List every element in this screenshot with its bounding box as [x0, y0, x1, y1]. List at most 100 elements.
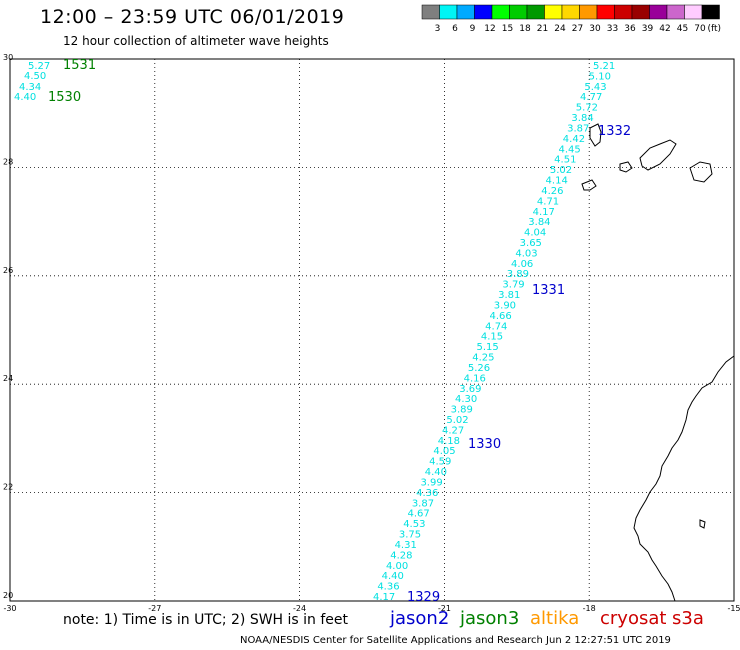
- wave-height-value: 4.50: [24, 71, 46, 82]
- wave-height-value: 4.40: [382, 571, 404, 582]
- wave-height-value: 4.42: [563, 134, 585, 145]
- wave-height-value: 5.27: [28, 61, 50, 72]
- legend-tick-label: 21: [537, 24, 548, 34]
- wave-height-value: 3.99: [420, 477, 442, 488]
- satellite-name: jason3: [460, 608, 520, 629]
- lat-tick-label: 26: [3, 266, 13, 275]
- pass-time-label: 1331: [532, 283, 565, 298]
- pass-time-label: 1330: [468, 437, 501, 452]
- legend-swatch: [614, 4, 633, 20]
- wave-height-value: 4.03: [515, 248, 537, 259]
- pass-time-label: 1332: [598, 124, 631, 139]
- lat-tick-label: 20: [3, 591, 13, 600]
- wave-height-value: 4.51: [554, 155, 576, 166]
- legend-unit: (ft): [708, 24, 722, 34]
- wave-height-value: 4.14: [546, 176, 568, 187]
- wave-height-value: 5.26: [468, 363, 490, 374]
- wave-height-value: 4.30: [455, 394, 477, 405]
- wave-height-value: 4.59: [429, 457, 451, 468]
- time-labels: 1531 1530 1332 1331 1330 1329: [48, 58, 631, 605]
- wave-height-value: 4.40: [14, 92, 36, 103]
- legend-tick-label: 12: [484, 24, 495, 34]
- wave-height-value: 4.31: [395, 540, 417, 551]
- wave-height-value: 4.40: [425, 467, 447, 478]
- wave-height-value: 3.84: [571, 113, 593, 124]
- lat-tick-label: 28: [3, 157, 13, 166]
- legend-tick-label: 24: [554, 24, 566, 34]
- wave-height-value: 4.77: [580, 92, 602, 103]
- legend-swatch: [544, 4, 563, 20]
- wave-height-value: 3.84: [528, 217, 550, 228]
- map-frame: [9, 58, 735, 602]
- wave-height-value: 3.87: [412, 498, 434, 509]
- legend-tick-label: 9: [470, 24, 476, 34]
- wave-height-value: 3.87: [567, 123, 589, 134]
- footer-note: note: 1) Time is in UTC; 2) SWH is in fe…: [63, 612, 349, 628]
- wave-height-value: 5.21: [593, 61, 615, 72]
- legend-swatch: [596, 4, 615, 20]
- wave-height-value: 5.02: [446, 415, 468, 426]
- legend-swatch: [701, 4, 720, 20]
- lat-tick-label: 30: [3, 53, 13, 62]
- graticule: -30 -27 -24 -21 -18 -15 20 22 24 26 28 30: [3, 53, 740, 613]
- wave-height-value: 4.18: [438, 436, 460, 447]
- legend-tick-label: 3: [435, 24, 441, 34]
- wave-height-value: 4.04: [524, 228, 546, 239]
- canary-island-gomera: [619, 161, 633, 173]
- wave-height-value: 4.67: [408, 509, 430, 520]
- canary-island-lapalma: [589, 123, 602, 147]
- lat-tick-label: 24: [3, 374, 13, 383]
- wave-height-value: 5.72: [576, 103, 598, 114]
- lon-tick-label: -24: [293, 604, 306, 613]
- wave-height-value: 4.36: [416, 488, 438, 499]
- legend-swatch: [649, 4, 668, 20]
- legend-swatch: [666, 4, 685, 20]
- legend-swatch: [439, 4, 458, 20]
- coastline: [581, 123, 735, 602]
- legend-tick-label: 27: [572, 24, 583, 34]
- wave-height-value: 3.89: [451, 405, 473, 416]
- wave-height-value: 5.10: [589, 71, 611, 82]
- lon-tick-label: -15: [727, 604, 740, 613]
- canary-island-grancanaria: [689, 161, 713, 183]
- wave-height-value: 4.28: [390, 550, 412, 561]
- jason-track: 5.215.105.434.775.723.843.874.424.454.51…: [14, 61, 615, 603]
- legend-swatch: [456, 4, 475, 20]
- wave-height-value: 5.43: [584, 82, 606, 93]
- legend-swatch: [509, 4, 528, 20]
- legend-swatch: [631, 4, 650, 20]
- satellite-name: cryosat: [600, 608, 667, 629]
- wave-height-value: 4.26: [541, 186, 563, 197]
- wave-height-value: 4.17: [533, 207, 555, 218]
- lon-tick-label: -30: [3, 604, 16, 613]
- wave-height-value: 4.05: [433, 446, 455, 457]
- wave-height-value: 4.15: [481, 332, 503, 343]
- map-subtitle: 12 hour collection of altimeter wave hei…: [63, 34, 329, 48]
- legend-tick-label: 45: [677, 24, 688, 34]
- satellite-name: altika: [530, 608, 580, 629]
- legend-swatch: [579, 4, 598, 20]
- pass-time-label: 1530: [48, 90, 81, 105]
- wave-height-value: 4.53: [403, 519, 425, 530]
- wave-height-value: 4.16: [464, 373, 486, 384]
- legend-tick-label: 30: [589, 24, 601, 34]
- wave-height-value: 3.90: [494, 300, 516, 311]
- wave-height-value: 4.25: [472, 353, 494, 364]
- africa-coastline: [633, 355, 735, 602]
- wave-height-value: 4.74: [485, 321, 507, 332]
- wave-height-value: 3.89: [507, 269, 529, 280]
- canary-island-hierro: [581, 179, 597, 191]
- wave-height-value: 4.34: [19, 82, 41, 93]
- map-title: 12:00 – 23:59 UTC 06/01/2019: [40, 6, 345, 28]
- satellite-name: s3a: [672, 608, 704, 629]
- wave-height-value: 4.17: [373, 592, 395, 603]
- wave-height-value: 4.06: [511, 259, 533, 270]
- lon-tick-label: -21: [438, 604, 451, 613]
- legend-swatch: [684, 4, 703, 20]
- satellite-name: jason2: [390, 608, 450, 629]
- wave-height-value: 4.66: [489, 311, 511, 322]
- color-legend: 3 6 9 12 15 18 21 24 27 30 33 36 39 42 45 70 (ft): [421, 4, 722, 34]
- lon-tick-label: -18: [583, 604, 596, 613]
- wave-height-value: 4.00: [386, 561, 408, 572]
